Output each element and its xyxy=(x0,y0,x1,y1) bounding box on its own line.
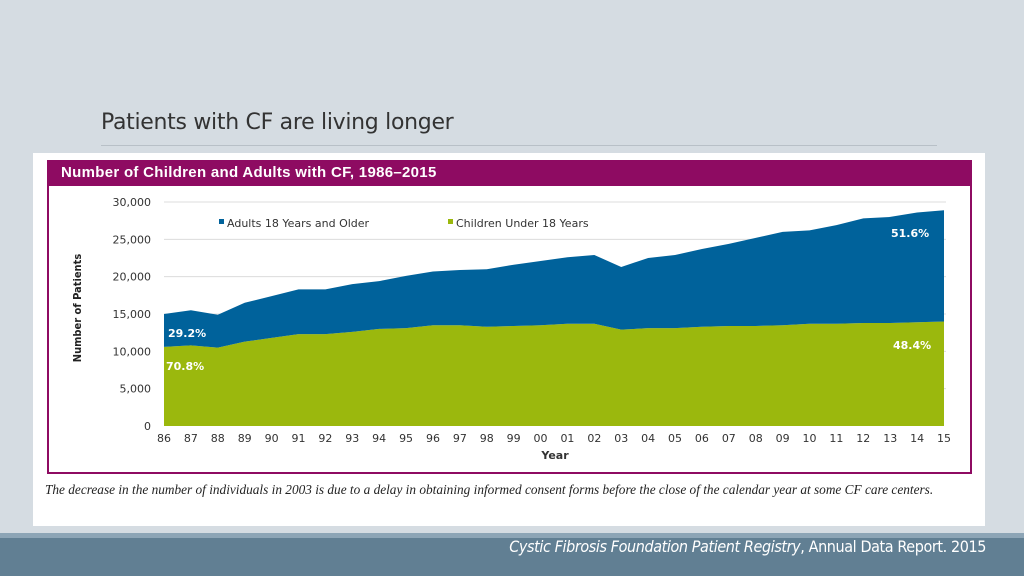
chart-frame xyxy=(47,160,972,474)
x-tick-label: 11 xyxy=(829,432,843,445)
x-tick-label: 95 xyxy=(399,432,413,445)
x-tick-label: 87 xyxy=(184,432,198,445)
title-divider xyxy=(101,145,937,146)
chart-areas xyxy=(164,210,944,426)
slide-title: Patients with CF are living longer xyxy=(101,110,454,135)
annotation-children-end: 48.4% xyxy=(893,339,931,352)
x-tick-label: 15 xyxy=(937,432,951,445)
legend-marker-children xyxy=(448,219,453,224)
area-adults-18-years-and-older xyxy=(164,210,944,348)
x-tick-label: 04 xyxy=(641,432,655,445)
x-tick-label: 00 xyxy=(534,432,548,445)
x-tick-labels: 86 87 88 89 90 91 92 93 94 95 96 97 98 99 00 01 02 03 04 05… xyxy=(157,432,951,445)
x-tick-label: 01 xyxy=(560,432,574,445)
x-tick-label: 99 xyxy=(507,432,521,445)
y-tick-label: 25,000 xyxy=(113,233,152,246)
x-tick-label: 86 xyxy=(157,432,171,445)
y-tick-label: 5,000 xyxy=(120,383,152,396)
y-tick-label: 20,000 xyxy=(113,271,152,284)
x-tick-label: 05 xyxy=(668,432,682,445)
source-citation: Cystic Fibrosis Foundation Patient Regis… xyxy=(509,537,986,556)
source-detail: , Annual Data Report. 2015 xyxy=(800,537,986,556)
x-tick-label: 93 xyxy=(345,432,359,445)
legend-marker-adults xyxy=(219,219,224,224)
x-axis-label: Year xyxy=(540,449,569,462)
source-title: Cystic Fibrosis Foundation Patient Regis… xyxy=(509,537,801,556)
x-tick-label: 02 xyxy=(587,432,601,445)
y-tick-label: 0 xyxy=(144,420,151,433)
x-tick-label: 09 xyxy=(776,432,790,445)
annotation-children-start: 70.8% xyxy=(166,360,204,373)
legend-label-adults: Adults 18 Years and Older xyxy=(227,217,370,230)
x-tick-label: 08 xyxy=(749,432,763,445)
x-tick-label: 89 xyxy=(238,432,252,445)
chart-title: Number of Children and Adults with CF, 1… xyxy=(47,160,972,186)
y-axis-label: Number of Patients xyxy=(71,254,84,363)
annotation-adults-end: 51.6% xyxy=(891,227,929,240)
x-tick-label: 91 xyxy=(291,432,305,445)
x-tick-label: 12 xyxy=(856,432,870,445)
x-tick-label: 97 xyxy=(453,432,467,445)
x-tick-label: 07 xyxy=(722,432,736,445)
y-tick-label: 15,000 xyxy=(113,308,152,321)
x-tick-label: 96 xyxy=(426,432,440,445)
x-tick-label: 14 xyxy=(910,432,924,445)
x-tick-label: 98 xyxy=(480,432,494,445)
footer-bar xyxy=(0,533,1024,576)
x-tick-label: 92 xyxy=(318,432,332,445)
chart-figure: Number of Children and Adults with CF, 1… xyxy=(33,153,985,526)
x-tick-label: 10 xyxy=(803,432,817,445)
chart-footnote: The decrease in the number of individual… xyxy=(45,482,934,497)
x-tick-label: 88 xyxy=(211,432,225,445)
x-tick-label: 94 xyxy=(372,432,386,445)
y-tick-labels: 0 5,000 10,000 15,000 20,000 25,000 30,000 xyxy=(113,196,152,433)
x-tick-label: 90 xyxy=(265,432,279,445)
area-children-under-18-years xyxy=(164,321,944,426)
x-tick-label: 13 xyxy=(883,432,897,445)
annotation-adults-start: 29.2% xyxy=(168,327,206,340)
y-tick-label: 30,000 xyxy=(113,196,152,209)
x-tick-label: 06 xyxy=(695,432,709,445)
legend-label-children: Children Under 18 Years xyxy=(456,217,589,230)
y-tick-label: 10,000 xyxy=(113,345,152,358)
x-tick-label: 03 xyxy=(614,432,628,445)
